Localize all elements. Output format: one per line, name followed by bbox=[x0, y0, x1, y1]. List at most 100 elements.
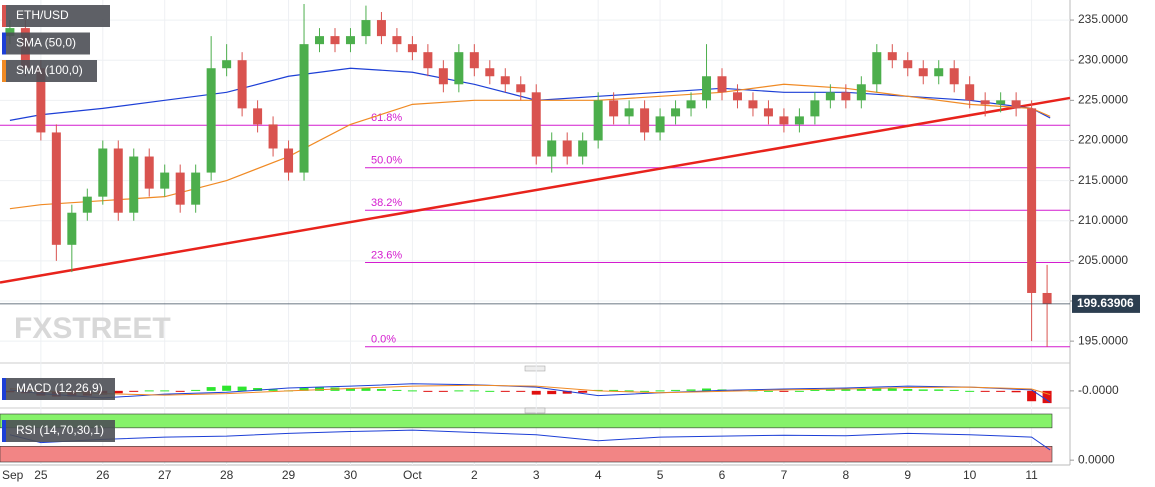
macd-histogram-bar bbox=[856, 388, 866, 391]
macd-histogram-bar bbox=[531, 390, 541, 395]
macd-histogram-bar bbox=[872, 388, 882, 391]
indicator-label: MACD (12,26,9) bbox=[16, 381, 103, 395]
macd-histogram-bar bbox=[578, 390, 588, 393]
macd-histogram-bar bbox=[996, 390, 1006, 392]
x-tick-label: 29 bbox=[282, 468, 296, 482]
macd-histogram-bar bbox=[949, 389, 959, 391]
macd-histogram-bar bbox=[407, 390, 417, 392]
macd-histogram-bar bbox=[1011, 390, 1021, 393]
y-tick-label: 0.0000 bbox=[1078, 452, 1115, 466]
candle-body bbox=[175, 172, 185, 205]
candle-body bbox=[763, 108, 773, 117]
panel-handle[interactable] bbox=[524, 407, 546, 414]
x-tick-label: 11 bbox=[1025, 468, 1038, 482]
candle-body bbox=[98, 148, 108, 197]
x-tick-label: 4 bbox=[595, 468, 602, 482]
legend-label: ETH/USD bbox=[16, 8, 69, 22]
x-tick-label: 9 bbox=[904, 468, 911, 482]
candle-body bbox=[841, 92, 851, 101]
candle-body bbox=[376, 20, 386, 37]
y-tick-label: 235.0000 bbox=[1078, 12, 1128, 26]
legend-swatch bbox=[2, 5, 6, 27]
fib-label: 38.2% bbox=[371, 197, 402, 209]
indicator-label: RSI (14,70,30,1) bbox=[16, 423, 104, 437]
candle-body bbox=[1011, 100, 1021, 109]
oversold-band bbox=[0, 446, 1053, 463]
x-tick-label: 26 bbox=[96, 468, 110, 482]
candle-body bbox=[1042, 292, 1052, 304]
x-tick-label: 28 bbox=[220, 468, 234, 482]
candle-body bbox=[810, 100, 820, 117]
macd-histogram-bar bbox=[268, 389, 278, 391]
y-tick-label: -0.0000 bbox=[1078, 383, 1119, 397]
last-price-box bbox=[1072, 294, 1140, 313]
macd-histogram-bar bbox=[655, 390, 665, 392]
candle-body bbox=[469, 52, 479, 69]
macd-histogram-bar bbox=[299, 388, 309, 391]
macd-histogram-bar bbox=[253, 388, 263, 391]
macd-histogram-bar bbox=[810, 389, 820, 391]
legend-swatch bbox=[2, 420, 6, 442]
candle-body bbox=[144, 156, 154, 189]
macd-histogram-bar bbox=[438, 390, 448, 392]
fib-label: 50.0% bbox=[371, 155, 402, 167]
candle-body bbox=[51, 132, 61, 245]
x-tick-label: Oct bbox=[403, 468, 422, 482]
macd-histogram-bar bbox=[794, 390, 804, 392]
macd-histogram-bar bbox=[160, 390, 170, 392]
macd-histogram-bar bbox=[129, 390, 139, 392]
candle-body bbox=[640, 108, 650, 133]
macd-histogram-bar bbox=[624, 390, 634, 392]
x-tick-label: 10 bbox=[963, 468, 977, 482]
x-tick-label: 6 bbox=[719, 468, 726, 482]
candle-body bbox=[980, 100, 990, 105]
macd-histogram-bar bbox=[562, 390, 572, 394]
candle-body bbox=[392, 36, 402, 45]
x-tick-label: 25 bbox=[34, 468, 48, 482]
macd-histogram-bar bbox=[485, 390, 495, 392]
candle-body bbox=[516, 84, 526, 93]
candle-body bbox=[671, 108, 681, 117]
macd-histogram-bar bbox=[1027, 390, 1037, 402]
candle-body bbox=[934, 68, 944, 77]
fib-label: 23.6% bbox=[371, 249, 402, 261]
candle-body bbox=[702, 76, 712, 101]
x-tick-label: 2 bbox=[471, 468, 478, 482]
macd-histogram-bar bbox=[222, 385, 232, 391]
macd-histogram-bar bbox=[454, 390, 464, 392]
candle-body bbox=[562, 140, 572, 157]
macd-histogram-bar bbox=[113, 390, 123, 394]
candle-body bbox=[253, 108, 263, 125]
x-tick-label: 27 bbox=[158, 468, 172, 482]
candle-body bbox=[454, 52, 464, 85]
macd-histogram-bar bbox=[980, 390, 990, 392]
indicator-box bbox=[2, 378, 115, 400]
macd-histogram-bar bbox=[841, 389, 851, 391]
macd-histogram-bar bbox=[500, 390, 510, 392]
rsi-line bbox=[9, 429, 1051, 451]
macd-histogram-bar bbox=[918, 389, 928, 391]
macd-histogram-bar bbox=[376, 388, 386, 391]
candle-body bbox=[222, 60, 232, 69]
candle-body bbox=[191, 172, 201, 205]
panel-handle[interactable] bbox=[524, 365, 546, 372]
candle-body bbox=[237, 60, 247, 109]
x-axis-month: Sep bbox=[2, 468, 24, 482]
legend-swatch bbox=[2, 32, 6, 55]
legend-label: SMA (100,0) bbox=[16, 63, 83, 77]
overbought-band bbox=[0, 413, 1053, 429]
legend-box bbox=[2, 5, 110, 27]
watermark: FXSTREET bbox=[14, 312, 171, 345]
macd-histogram-bar bbox=[191, 389, 201, 391]
candle-body bbox=[593, 100, 603, 141]
macd-histogram-bar bbox=[469, 390, 479, 392]
candle-body bbox=[315, 36, 325, 45]
x-tick-label: 30 bbox=[344, 468, 358, 482]
legend-label: SMA (50,0) bbox=[16, 36, 76, 50]
candle-body bbox=[578, 140, 588, 157]
macd-histogram-bar bbox=[361, 388, 371, 391]
candle-body bbox=[825, 92, 835, 101]
legend-box bbox=[2, 60, 97, 82]
candle-body bbox=[547, 140, 557, 157]
y-tick-label: 225.0000 bbox=[1078, 93, 1128, 107]
